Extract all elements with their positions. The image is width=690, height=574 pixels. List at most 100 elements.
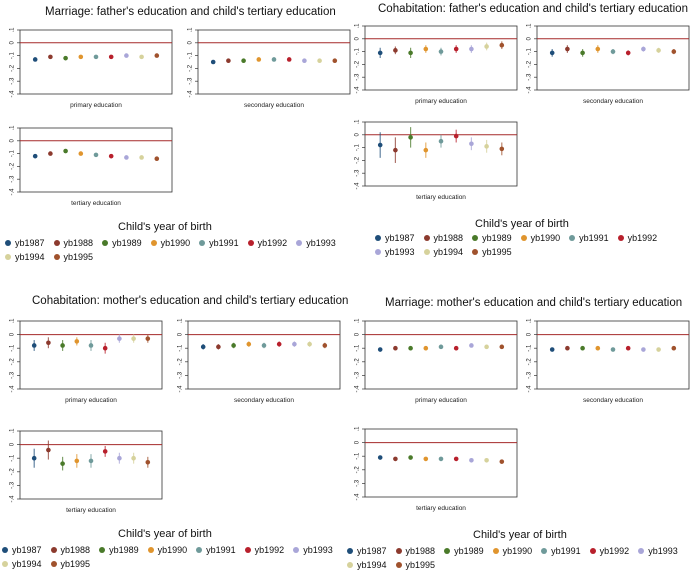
legend-item: yb1987 bbox=[5, 236, 45, 250]
plot-frame bbox=[19, 29, 173, 95]
legend-item: yb1992 bbox=[247, 236, 287, 250]
y-tick-label: -.2 bbox=[355, 60, 361, 68]
legend-label: yb1989 bbox=[454, 546, 484, 556]
data-point-yb1989 bbox=[60, 461, 65, 466]
legend-item: yb1991 bbox=[199, 236, 239, 250]
y-tick-label: .1 bbox=[355, 119, 361, 125]
y-tick-label: -.3 bbox=[10, 175, 16, 183]
data-point-yb1993 bbox=[124, 155, 129, 160]
data-point-yb1995 bbox=[671, 345, 677, 351]
legend-title: Child's year of birth bbox=[473, 529, 567, 541]
legend-marker-icon bbox=[492, 548, 499, 554]
y-tick-label: -.1 bbox=[527, 47, 533, 55]
data-point-yb1995 bbox=[322, 343, 328, 348]
y-tick-label: -.1 bbox=[355, 143, 361, 151]
legend-label: yb1992 bbox=[254, 545, 285, 555]
data-point-yb1994 bbox=[307, 341, 312, 347]
data-point-yb1989 bbox=[241, 58, 246, 64]
data-point-yb1995 bbox=[154, 156, 160, 162]
data-point-yb1990 bbox=[74, 339, 80, 344]
figure-cohabitation-mother: Cohabitation: mother's education and chi… bbox=[0, 287, 348, 574]
legend-item: yb1989 bbox=[102, 236, 142, 250]
data-point-yb1992 bbox=[625, 50, 631, 56]
data-point-yb1995 bbox=[332, 58, 338, 64]
legend-marker-icon bbox=[53, 240, 60, 246]
y-tick-label: -.3 bbox=[10, 481, 16, 489]
legend-marker-icon bbox=[375, 249, 381, 255]
legend-marker-icon bbox=[375, 235, 381, 241]
data-point-yb1993 bbox=[641, 347, 646, 352]
legend-marker-icon bbox=[520, 235, 527, 241]
x-axis-label: tertiary education bbox=[416, 194, 466, 201]
data-point-yb1993 bbox=[302, 58, 307, 64]
y-tick-label: 0 bbox=[10, 442, 16, 446]
data-point-yb1990 bbox=[423, 456, 429, 462]
data-point-yb1992 bbox=[108, 153, 114, 159]
y-tick-label: -.3 bbox=[10, 371, 16, 379]
y-tick-label: -.4 bbox=[10, 90, 16, 98]
chart-panel-primary: .1 0 -.1 -.2 -.3 -.4 primary education bbox=[10, 27, 173, 109]
legend-marker-icon bbox=[150, 240, 157, 246]
data-point-yb1991 bbox=[438, 49, 444, 54]
plot-frame bbox=[364, 25, 518, 91]
legend-item: yb1990 bbox=[150, 236, 190, 250]
legend-label: yb1991 bbox=[206, 545, 236, 555]
legend-label: yb1988 bbox=[405, 546, 436, 556]
data-point-yb1989 bbox=[231, 343, 236, 348]
legend-item: yb1994 bbox=[2, 557, 42, 571]
legend-marker-icon bbox=[50, 547, 57, 553]
data-point-yb1991 bbox=[438, 138, 444, 144]
legend-item: yb1993 bbox=[638, 544, 678, 558]
legend-item: yb1994 bbox=[5, 250, 45, 264]
data-point-yb1992 bbox=[453, 133, 459, 139]
data-point-yb1994 bbox=[484, 457, 489, 463]
legend-item: yb1995 bbox=[53, 250, 93, 264]
legend-marker-icon bbox=[50, 561, 57, 567]
data-point-yb1992 bbox=[102, 449, 108, 454]
plot-frame bbox=[364, 121, 518, 187]
y-tick-label: -.4 bbox=[355, 493, 361, 501]
x-axis-label: secondary education bbox=[234, 397, 294, 404]
y-tick-label: -.1 bbox=[10, 149, 16, 157]
y-tick-label: -.3 bbox=[355, 371, 361, 379]
legend-label: yb1991 bbox=[209, 238, 239, 248]
chart-panel-tertiary: .1 0 -.1 -.2 -.3 -.4 tertiary education bbox=[10, 125, 173, 207]
data-point-yb1987 bbox=[210, 59, 216, 65]
legend-item: yb1993 bbox=[375, 245, 415, 259]
y-tick-label: .1 bbox=[355, 426, 361, 432]
y-tick-label: -.1 bbox=[355, 452, 361, 460]
legend-item: yb1987 bbox=[2, 543, 42, 557]
x-axis-label: primary education bbox=[65, 397, 117, 404]
legend-title: Child's year of birth bbox=[475, 218, 569, 230]
x-axis-label: tertiary education bbox=[416, 505, 466, 512]
y-tick-label: .1 bbox=[178, 318, 184, 324]
legend-marker-icon bbox=[347, 562, 353, 568]
y-tick-label: -.2 bbox=[178, 358, 184, 366]
legend-marker-icon bbox=[5, 254, 11, 260]
data-point-yb1987 bbox=[377, 50, 383, 56]
legend-marker-icon bbox=[102, 240, 109, 246]
data-point-yb1994 bbox=[656, 347, 661, 352]
data-point-yb1990 bbox=[595, 345, 601, 351]
data-point-yb1988 bbox=[393, 345, 398, 351]
legend: yb1987 yb1988 yb1989 yb1990 yb1991 yb1992 yb19… bbox=[5, 236, 350, 264]
legend-label: yb1995 bbox=[482, 247, 512, 257]
data-point-yb1994 bbox=[139, 54, 144, 60]
data-point-yb1990 bbox=[246, 341, 252, 347]
y-tick-label: -.2 bbox=[527, 358, 533, 366]
legend-label: yb1989 bbox=[482, 233, 512, 243]
data-point-yb1992 bbox=[453, 46, 459, 52]
data-point-yb1993 bbox=[124, 53, 129, 58]
y-tick-label: -.2 bbox=[355, 156, 361, 164]
chart-panel-secondary: .1 0 -.1 -.2 -.3 -.4 secondary education bbox=[178, 318, 341, 404]
legend-item: yb1992 bbox=[589, 544, 629, 558]
y-tick-label: -.3 bbox=[188, 77, 194, 85]
data-point-yb1987 bbox=[549, 50, 555, 56]
y-tick-label: -.4 bbox=[10, 495, 16, 503]
data-point-yb1994 bbox=[131, 455, 136, 461]
y-tick-label: -.1 bbox=[355, 344, 361, 352]
legend-label: yb1994 bbox=[15, 252, 45, 262]
data-point-yb1992 bbox=[102, 345, 108, 351]
data-point-yb1987 bbox=[377, 455, 383, 460]
legend-item: yb1989 bbox=[472, 231, 512, 245]
